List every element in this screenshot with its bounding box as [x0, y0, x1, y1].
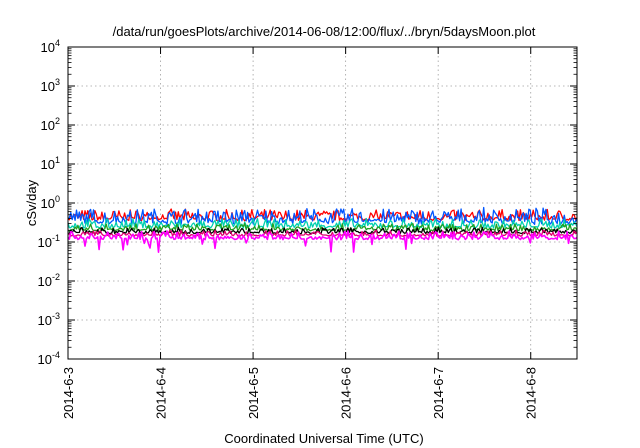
grid-layer [68, 47, 577, 359]
y-tick-label: 104 [41, 38, 60, 55]
y-tick-label: 102 [41, 116, 60, 133]
y-tick-label: 10-3 [38, 311, 60, 328]
y-tick-label: 10-4 [38, 350, 60, 367]
x-tick-label: 2014-6-5 [246, 367, 261, 419]
y-tick-label: 101 [41, 155, 60, 172]
x-tick-label: 2014-6-6 [339, 367, 354, 419]
x-tick-label: 2014-6-4 [154, 367, 169, 419]
chart-title: /data/run/goesPlots/archive/2014-06-08/1… [113, 24, 536, 39]
ticks-layer: 10-4 10-3 10-2 10-1 100 101 102 103 104 2014-6-3 2… [38, 38, 577, 419]
series-line-2 [67, 206, 578, 226]
y-tick-label: 10-1 [38, 233, 60, 250]
x-tick-label: 2014-6-8 [524, 367, 539, 419]
series-line-7 [67, 230, 578, 253]
series-line-3 [67, 217, 578, 229]
x-tick-label: 2014-6-7 [431, 367, 446, 419]
series-layer [67, 206, 578, 253]
y-tick-label: 10-2 [38, 272, 60, 289]
y-tick-label: 100 [41, 194, 60, 211]
y-axis-label: cSv/day [24, 179, 39, 226]
x-axis-label: Coordinated Universal Time (UTC) [224, 431, 423, 446]
x-tick-label: 2014-6-3 [61, 367, 76, 419]
y-tick-label: 103 [41, 77, 60, 94]
